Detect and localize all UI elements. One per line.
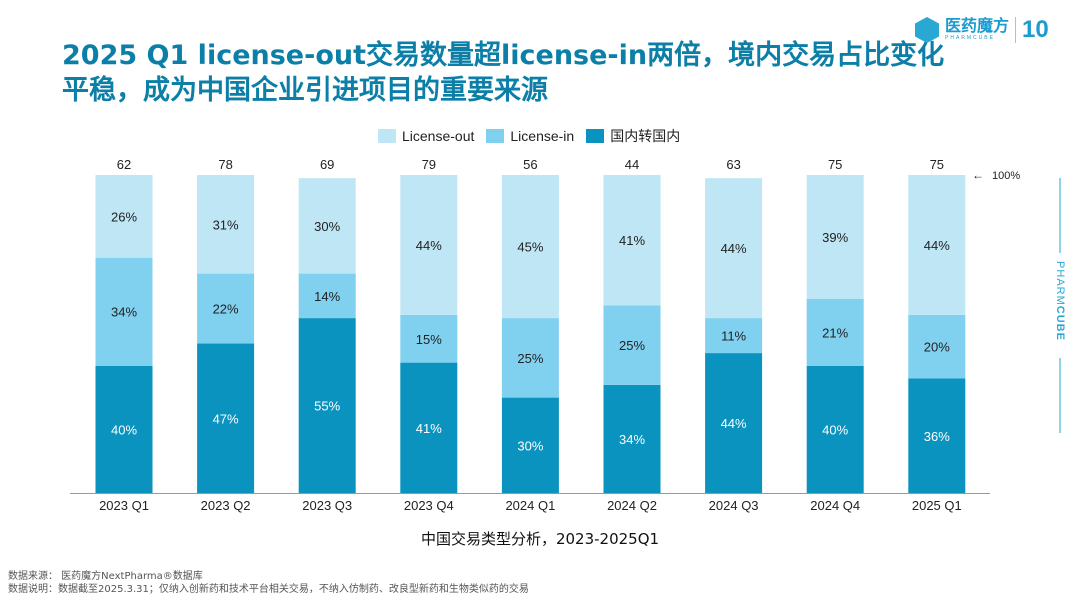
source-note: 数据来源： 医药魔方NextPharma®数据库	[8, 571, 203, 582]
data-label: 41%	[416, 421, 442, 436]
data-label: 31%	[213, 217, 239, 232]
bar-segment	[95, 257, 153, 366]
bar-segment	[705, 318, 763, 354]
x-tick-label: 2023 Q2	[201, 498, 251, 513]
bar-segment	[298, 318, 356, 493]
data-label: 26%	[111, 209, 137, 224]
bar-segment	[298, 273, 356, 319]
data-label: 22%	[213, 302, 239, 317]
pharmcube-logo: 医药魔方 PHARMCUBE 10	[915, 16, 1049, 44]
bar-segment	[603, 175, 661, 306]
total-label: 75	[930, 157, 944, 172]
data-label: 44%	[416, 238, 442, 253]
bar-segment	[400, 314, 458, 363]
logo-sub: PHARMCUBE	[945, 35, 995, 41]
bar-segment	[501, 318, 559, 398]
logo-divider	[1015, 17, 1017, 43]
bar-segment	[95, 175, 153, 258]
total-label: 56	[523, 157, 537, 172]
legend-item-domestic: 国内转国内	[586, 126, 680, 146]
bar-segment	[908, 175, 966, 315]
data-label: 40%	[111, 422, 137, 437]
data-label: 44%	[924, 238, 950, 253]
legend: License-out License-in 国内转国内	[378, 126, 680, 146]
data-label: 44%	[721, 416, 747, 431]
data-label: 39%	[822, 230, 848, 245]
data-label: 34%	[111, 305, 137, 320]
annotation-100: 100%	[992, 170, 1020, 182]
total-label: 62	[117, 157, 131, 172]
bar-segment	[298, 178, 356, 274]
data-label: 55%	[314, 399, 340, 414]
data-label: 30%	[314, 219, 340, 234]
bar-segment	[806, 299, 864, 366]
x-tick-label: 2023 Q4	[404, 498, 454, 513]
bar-segment	[603, 384, 661, 493]
bar-segment	[197, 343, 255, 493]
total-label: 63	[726, 157, 740, 172]
data-note: 数据说明：数据截至2025.3.31；仅纳入创新药和技术平台相关交易，不纳入仿制…	[8, 584, 529, 595]
bar-segment	[197, 273, 255, 344]
x-tick-label: 2024 Q4	[810, 498, 860, 513]
x-tick-label: 2024 Q2	[607, 498, 657, 513]
data-label: 25%	[619, 338, 645, 353]
x-tick-label: 2023 Q3	[302, 498, 352, 513]
bar-segment	[400, 362, 458, 493]
anniversary-badge: 10	[1022, 16, 1049, 43]
x-axis-title: 中国交易类型分析，2023-2025Q1	[420, 530, 660, 548]
bar-segment	[908, 378, 966, 493]
bar-segment	[400, 175, 458, 315]
page-title: 2025 Q1 license-out交易数量超license-in两倍，境内交…	[62, 40, 945, 106]
footnotes: 数据来源： 医药魔方NextPharma®数据库 数据说明：数据截至2025.3…	[8, 570, 529, 596]
data-label: 20%	[924, 340, 950, 355]
x-tick-label: 2023 Q1	[99, 498, 149, 513]
data-label: 40%	[822, 422, 848, 437]
total-label: 44	[625, 157, 639, 172]
data-label: 15%	[416, 332, 442, 347]
data-label: 34%	[619, 432, 645, 447]
data-label: 45%	[517, 240, 543, 255]
x-tick-label: 2025 Q1	[912, 498, 962, 513]
bar-segment	[908, 314, 966, 379]
bar-segment	[705, 178, 763, 319]
data-label: 11%	[721, 329, 746, 344]
bar-segment	[501, 397, 559, 493]
bar-segment	[705, 353, 763, 493]
data-label: 30%	[517, 438, 543, 453]
data-label: 44%	[721, 241, 747, 256]
total-label: 69	[320, 157, 334, 172]
legend-item-license-in: License-in	[486, 126, 574, 146]
total-label: 75	[828, 157, 842, 172]
data-label: 14%	[314, 289, 340, 304]
side-brand: PHARMCUBE	[1050, 178, 1070, 433]
bar-segment	[197, 175, 255, 274]
total-label: 79	[422, 157, 436, 172]
bar-segment	[603, 305, 661, 385]
x-tick-label: 2024 Q1	[505, 498, 555, 513]
annotation-arrow: ←	[972, 168, 984, 182]
bar-segment	[501, 175, 559, 319]
data-label: 47%	[213, 411, 239, 426]
bar-segment	[806, 175, 864, 300]
logo-name: 医药魔方	[945, 18, 1010, 35]
data-label: 25%	[517, 351, 543, 366]
bar-segment	[806, 365, 864, 493]
legend-item-license-out: License-out	[378, 126, 474, 146]
data-label: 21%	[822, 325, 848, 340]
total-label: 78	[218, 157, 232, 172]
bar-segment	[95, 365, 153, 493]
x-tick-label: 2024 Q3	[709, 498, 759, 513]
data-label: 36%	[924, 429, 950, 444]
data-label: 41%	[619, 233, 645, 248]
